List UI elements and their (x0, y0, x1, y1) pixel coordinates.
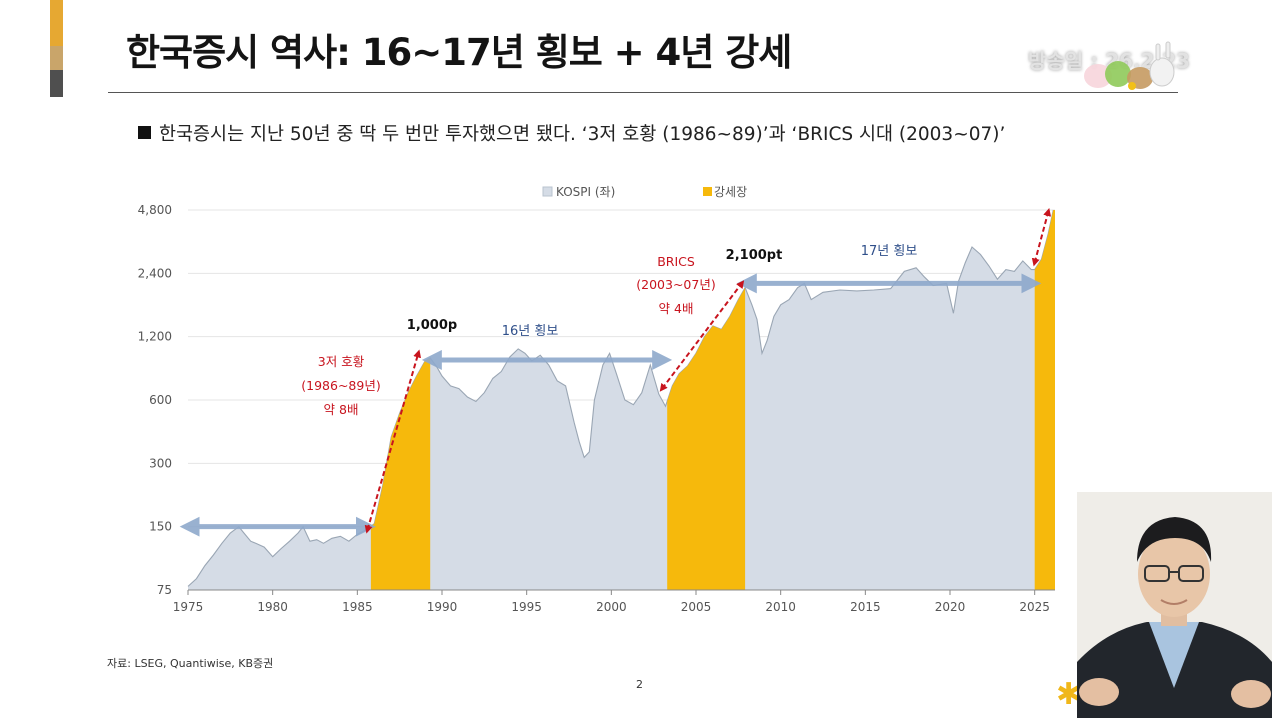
x-tick-label: 1995 (511, 600, 542, 614)
annotation-3jeo-title: 3저 호황 (318, 354, 365, 369)
growth-arrow (1031, 208, 1052, 267)
bullet-square-icon (138, 126, 151, 139)
legend-label-kospi: KOSPI (좌) (556, 185, 615, 199)
y-axis-labels: 75 150 300 600 1,200 2,400 4,800 (138, 203, 172, 597)
slide-subtitle: 한국증시는 지난 50년 중 딱 두 번만 투자했으면 됐다. ‘3저 호황 (… (138, 120, 1005, 146)
x-axis: 1975 1980 1985 1990 1995 2000 2005 2010 2015 2020… (173, 589, 1055, 614)
growth-arrow (364, 349, 422, 534)
annotation-2100pt: 2,100pt (726, 248, 783, 263)
legend-swatch-kospi (542, 186, 553, 197)
y-tick-label: 75 (157, 583, 172, 597)
x-tick-label: 2020 (935, 600, 966, 614)
page-number: 2 (636, 678, 643, 691)
presenter-hand-right (1231, 680, 1271, 708)
kospi-line (187, 209, 1054, 587)
slide-title: 한국증시 역사: 16~17년 횡보 + 4년 강세 (126, 31, 792, 74)
y-tick-label: 300 (149, 456, 172, 470)
y-tick-label: 600 (149, 393, 172, 407)
accent-bar-top (50, 0, 63, 46)
x-tick-label: 1975 (173, 600, 204, 614)
bull-market-area (667, 287, 746, 590)
x-tick-label: 2005 (681, 600, 712, 614)
presenter-figure (1077, 492, 1272, 718)
y-tick-label: 4,800 (138, 203, 172, 217)
x-tick-label: 2010 (765, 600, 796, 614)
y-tick-label: 1,200 (138, 330, 172, 344)
annotation-17yr-sideways: 17년 횡보 (861, 244, 918, 259)
legend-label-bull-market: 강세장 (714, 185, 747, 199)
y-tick-label: 2,400 (138, 266, 172, 280)
x-tick-label: 2015 (850, 600, 881, 614)
chart-annotations: 3저 호황 (1986~89년) 약 8배 1,000p 16년 횡보 BRIC… (179, 208, 1052, 537)
annotation-1000p: 1,000p (407, 318, 457, 333)
source-note: 자료: LSEG, Quantiwise, KB증권 (107, 657, 274, 670)
x-tick-label: 2000 (596, 600, 627, 614)
presenter-shirt (1149, 622, 1199, 688)
x-tick-label: 1990 (427, 600, 458, 614)
presenter-video-overlay (1077, 492, 1272, 718)
y-tick-label: 150 (149, 520, 172, 534)
presenter-face (1138, 531, 1210, 617)
title-divider (108, 92, 1178, 93)
presenter-hand-left (1079, 678, 1119, 706)
bull-market-area (1034, 210, 1055, 590)
mascot-characters-icon (1084, 41, 1175, 90)
annotation-16yr-sideways: 16년 횡보 (502, 324, 559, 339)
x-tick-label: 2025 (1019, 600, 1050, 614)
legend-swatch-bull-market (703, 187, 712, 196)
annotation-brics-title: BRICS (657, 254, 695, 269)
accent-bar-middle (50, 46, 63, 70)
star-icon: ✱ (1056, 677, 1082, 712)
presenter-hair (1137, 517, 1212, 562)
growth-arrow (659, 280, 745, 392)
annotation-3jeo-period: (1986~89년) (301, 378, 380, 393)
annotation-brics-multiple: 약 4배 (659, 301, 694, 316)
accent-bar-bottom (50, 70, 63, 97)
annotation-brics-period: (2003~07년) (636, 277, 715, 292)
x-tick-label: 1980 (257, 600, 288, 614)
annotation-3jeo-multiple: 약 8배 (324, 402, 359, 417)
x-tick-label: 1985 (342, 600, 373, 614)
chart-legend: KOSPI (좌) 강세장 (542, 185, 747, 199)
subtitle-text: 한국증시는 지난 50년 중 딱 두 번만 투자했으면 됐다. ‘3저 호황 (… (159, 124, 1006, 145)
